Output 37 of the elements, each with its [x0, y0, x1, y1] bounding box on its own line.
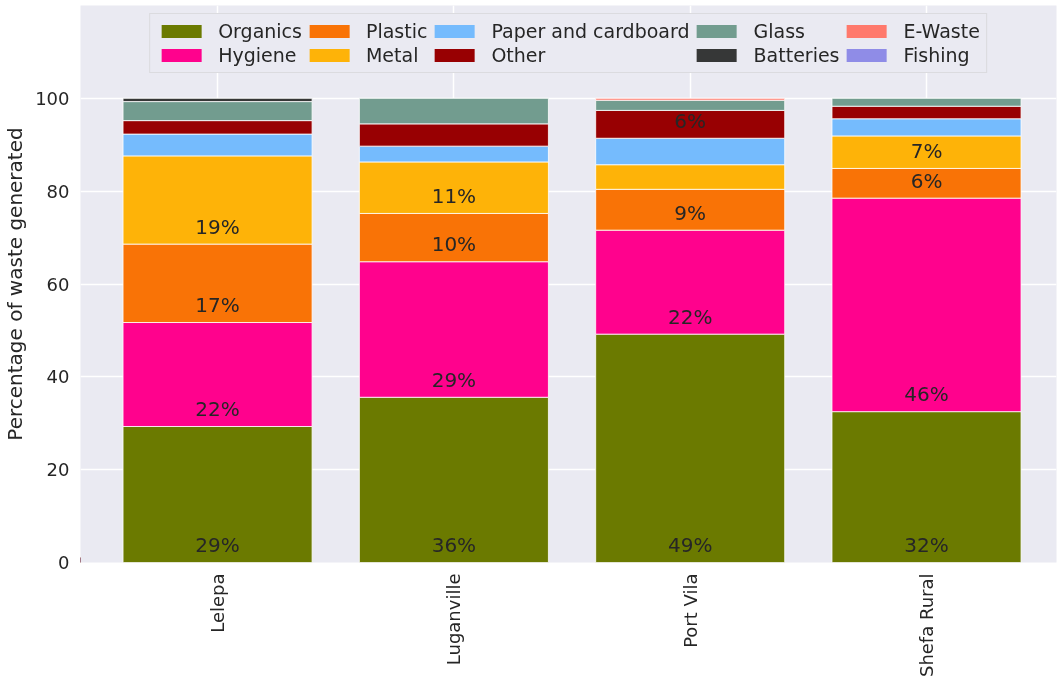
y-tick-label: 60 [46, 273, 70, 295]
legend-label: Fishing [903, 44, 970, 66]
data-label: 49% [667, 532, 713, 557]
data-label: 11% [431, 183, 477, 208]
data-label: 6% [674, 108, 707, 133]
legend-label: Other [491, 44, 546, 66]
legend-label: Glass [753, 20, 806, 42]
legend-label: Paper and cardboard [491, 20, 690, 42]
data-label: 36% [431, 532, 477, 557]
data-label: 19% [195, 214, 240, 239]
legend-label: Organics [218, 20, 302, 42]
y-tick-label: 100 [35, 87, 70, 109]
y-tick-label: 80 [46, 180, 70, 202]
x-tick-label: Port Vila [679, 573, 701, 648]
x-tick-label: Luganville [443, 573, 465, 666]
x-tick-label: Shefa Rural [916, 573, 938, 678]
data-label: 32% [904, 532, 949, 557]
data-label: 22% [667, 304, 713, 329]
data-label: 7% [910, 138, 943, 163]
legend-label: Plastic [365, 20, 428, 42]
legend-label: Metal [365, 44, 419, 66]
data-label: 6% [910, 168, 943, 193]
data-label: 10% [431, 232, 477, 257]
x-tick-label: Lelepa [207, 573, 229, 633]
data-label: 9% [674, 200, 707, 225]
y-tick-label: 20 [46, 459, 70, 481]
legend-label: Batteries [753, 44, 840, 66]
legend-label: Hygiene [218, 44, 297, 66]
legend-label: E-Waste [903, 20, 980, 42]
y-tick-label: 0 [58, 552, 70, 573]
y-tick-label: 40 [46, 366, 70, 388]
data-label: 29% [431, 367, 477, 392]
data-label: 22% [195, 396, 240, 421]
y-axis-title: Percentage of waste generated [3, 127, 28, 441]
data-label: 29% [195, 532, 240, 557]
data-label: 17% [195, 292, 240, 317]
data-label: 46% [904, 382, 949, 407]
